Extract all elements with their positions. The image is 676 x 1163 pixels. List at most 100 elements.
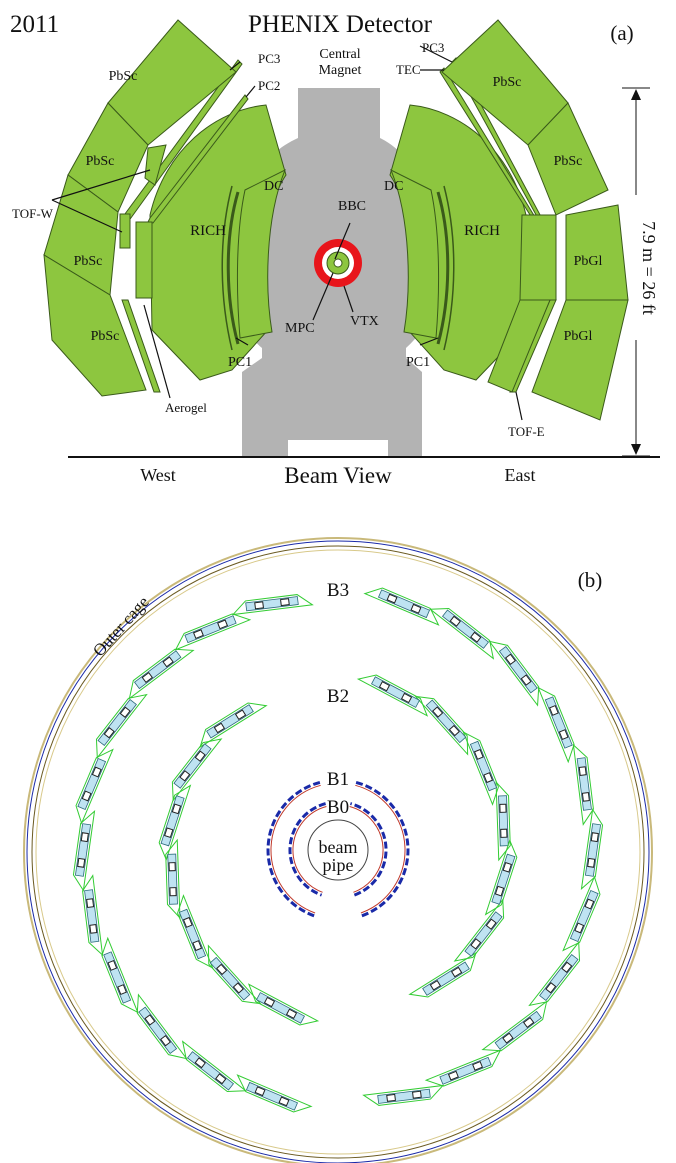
ladder-b2-4 — [199, 702, 268, 749]
dc-west — [236, 168, 286, 339]
ladder-b2-13 — [484, 838, 518, 916]
pc1-west-arc — [226, 191, 240, 345]
ladder-b3-13 — [101, 936, 139, 1014]
label-rich-e: RICH — [464, 223, 500, 239]
outer-cage-label: Outer cage — [89, 592, 153, 660]
label-pbsc-w3: PbSc — [74, 254, 103, 269]
outer-cage-ring-3 — [31, 545, 645, 1159]
ladder-b3-6 — [231, 594, 314, 616]
barrel-b1-east — [355, 780, 410, 918]
label-pbgl-e2: PbGl — [564, 329, 593, 344]
barrel-b0-east-inner — [349, 806, 384, 893]
beam-label: beam — [319, 837, 358, 857]
ladder-b3-15 — [181, 1040, 248, 1093]
layer-b2-label: B2 — [327, 686, 349, 707]
label-bbc: BBC — [338, 199, 366, 214]
ladder-b2-12 — [453, 898, 505, 962]
ladder-b3-20 — [528, 940, 581, 1007]
layer-b0-label: B0 — [327, 797, 349, 818]
label-pbsc-w1: PbSc — [109, 69, 138, 84]
label-pc1-w: PC1 — [228, 355, 252, 370]
ladder-b3-10 — [75, 748, 114, 825]
label-pc3-e: PC3 — [422, 40, 444, 55]
label-pbsc-e2: PbSc — [554, 154, 583, 169]
ladder-b2-5 — [171, 738, 223, 802]
label-aerogel: Aerogel — [165, 400, 207, 415]
ladder-b3-0 — [580, 808, 604, 891]
ladder-b2-11 — [408, 951, 477, 998]
leader-lines — [51, 45, 523, 421]
ladder-b2-0 — [495, 780, 511, 862]
label-pbsc-w2: PbSc — [86, 154, 115, 169]
pbsc-west-4 — [43, 254, 147, 397]
east-inner-sector — [519, 214, 557, 301]
ladder-b2-6 — [158, 784, 192, 862]
ladder-group — [72, 587, 604, 1113]
east-label: East — [505, 465, 536, 485]
ladder-b2-8 — [177, 894, 214, 969]
pbgl-east-1 — [565, 204, 629, 301]
dimension-arrow: 7.9 m = 26 ft — [622, 87, 659, 457]
ladder-b3-21 — [562, 875, 601, 952]
panel-a-label: (a) — [610, 21, 633, 45]
ladder-b2-3 — [356, 674, 429, 717]
label-dc-e: DC — [384, 179, 403, 194]
label-pc3-w: PC3 — [258, 51, 280, 66]
label-tec-e: TEC — [396, 62, 421, 77]
magnet-label-1: Central — [319, 47, 360, 62]
label-dc-w: DC — [264, 179, 283, 194]
beam-center — [333, 258, 343, 268]
ladder-b2-9 — [207, 944, 262, 1005]
label-mpc: MPC — [285, 321, 315, 336]
aerogel-west — [135, 221, 153, 299]
ladder-b2-10 — [247, 983, 320, 1026]
label-pbsc-e1: PbSc — [493, 75, 522, 90]
magnet-label-2: Magnet — [319, 63, 362, 78]
barrel-b0-west-inner — [292, 806, 327, 893]
ladder-b3-14 — [136, 993, 188, 1060]
tof-west-box — [119, 213, 131, 249]
ladder-b3-16 — [236, 1074, 313, 1113]
panel-b-label: (b) — [578, 568, 603, 592]
dc-east — [390, 168, 440, 339]
ladder-b3-3 — [488, 640, 540, 707]
pc1-east-arc-2 — [443, 185, 455, 351]
label-tof-e: TOF-E — [508, 424, 545, 439]
layer-b3-label: B3 — [327, 580, 349, 601]
label-pc1-e: PC1 — [406, 355, 430, 370]
ladder-b3-11 — [72, 809, 96, 892]
ladder-b2-2 — [414, 695, 469, 756]
outer-cage-ring-2 — [26, 540, 650, 1163]
year-label: 2011 — [10, 11, 59, 38]
label-vtx: VTX — [350, 314, 379, 329]
outer-cage-ring-4 — [35, 549, 641, 1155]
ladder-b3-2 — [537, 686, 575, 764]
ladder-b3-7 — [174, 613, 252, 651]
barrel-b1-west — [266, 780, 321, 918]
label-rich-w: RICH — [190, 223, 226, 239]
beam-pipe — [307, 819, 369, 881]
panel-a-title: PHENIX Detector — [248, 11, 433, 38]
beam-view-caption: Beam View — [284, 463, 392, 488]
detector-labels: PbSc PbSc PbSc PbSc PbSc PbSc PbGl PbGl … — [12, 40, 602, 439]
label-pbsc-w4: PbSc — [91, 329, 120, 344]
ladder-b3-18 — [424, 1049, 502, 1087]
ladder-b3-12 — [82, 874, 104, 957]
ladder-b3-17 — [362, 1084, 445, 1106]
panel-b: (b) Outer cage B3 B2 B1 B0 beam pipe — [23, 537, 653, 1163]
pbsc-east-2 — [527, 102, 609, 216]
pipe-label: pipe — [323, 855, 354, 875]
ladder-b3-8 — [128, 648, 195, 700]
tof-west-upper — [144, 144, 167, 186]
pc3-west-lower — [121, 299, 161, 393]
pc1-east-arc — [436, 191, 450, 345]
barrel-b0-west — [288, 802, 326, 897]
outer-cage-ring-1 — [23, 537, 653, 1163]
label-pc2-w: PC2 — [258, 78, 280, 93]
barrel-b1-east-inner — [355, 784, 406, 914]
ladder-b3-9 — [95, 693, 148, 760]
inner-barrels — [266, 780, 410, 918]
barrel-b0-east — [350, 802, 388, 897]
ladder-b3-1 — [572, 743, 594, 826]
